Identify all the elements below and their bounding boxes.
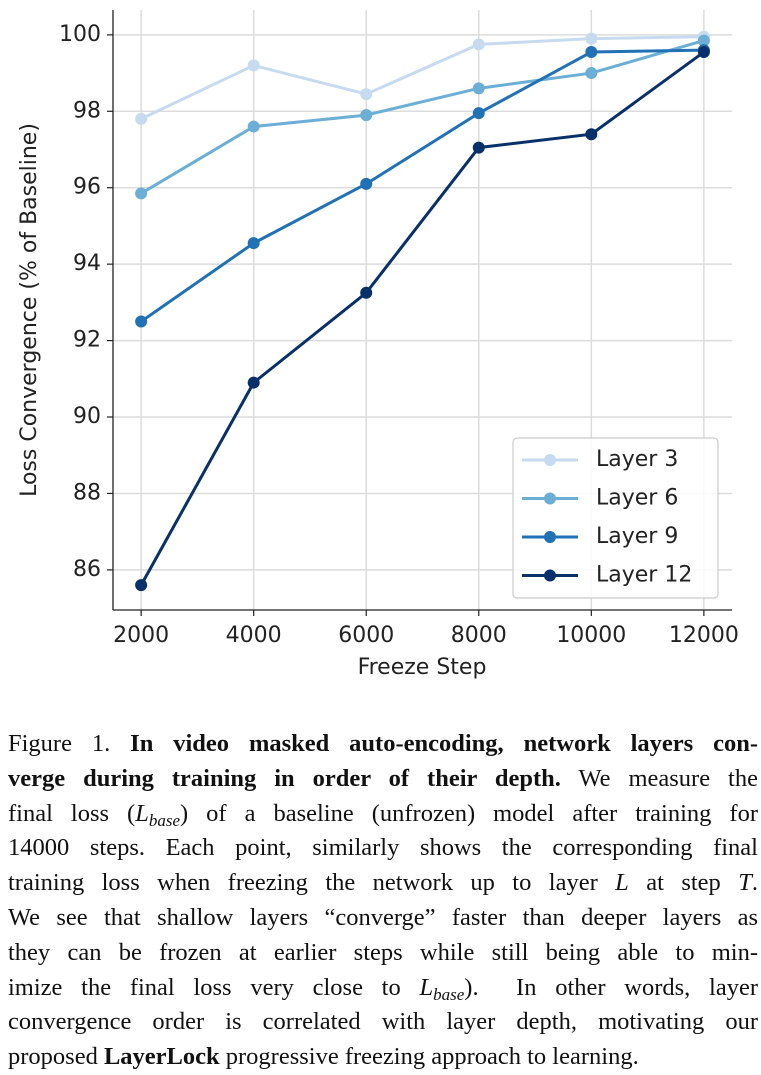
data-point xyxy=(135,315,148,328)
caption-text: base xyxy=(148,810,180,830)
y-tick-label: 96 xyxy=(73,175,101,200)
caption-text: training loss when freezing the network … xyxy=(8,869,616,897)
data-point xyxy=(697,34,710,47)
caption-text: We see that shallow layers “converge” fa… xyxy=(8,903,758,931)
legend-label: Layer 9 xyxy=(596,524,678,549)
y-tick-label: 100 xyxy=(59,22,101,47)
x-tick-label: 4000 xyxy=(226,623,282,648)
caption-text: . xyxy=(751,869,758,897)
caption-line: final loss (Lbase) of a baseline (unfroz… xyxy=(8,797,758,832)
data-point xyxy=(585,32,598,45)
legend-marker xyxy=(544,492,556,505)
legend-marker xyxy=(544,454,556,466)
data-point xyxy=(135,112,148,125)
legend-box xyxy=(512,437,719,599)
data-point xyxy=(360,286,373,299)
y-tick-label: 94 xyxy=(73,251,101,276)
caption-line: We see that shallow layers “converge” fa… xyxy=(8,901,758,936)
caption-line: training loss when freezing the network … xyxy=(8,866,758,901)
caption-line: they can be frozen at earlier steps whil… xyxy=(8,936,758,971)
caption-text: L xyxy=(135,799,149,827)
caption-text: Figure 1. xyxy=(8,730,131,757)
caption-text: 14000 steps. Each point, similarly shows… xyxy=(8,834,758,862)
y-tick-label: 98 xyxy=(73,98,101,123)
caption-text: final loss ( xyxy=(8,799,136,827)
series-line xyxy=(140,39,705,195)
caption-text: progressive freezing approach to learnin… xyxy=(219,1043,639,1071)
caption-line: convergence order is correlated with lay… xyxy=(8,1005,758,1040)
legend: Layer 3 Layer 6 Layer 9 Layer 12 xyxy=(512,437,719,599)
data-point xyxy=(247,59,260,72)
data-point xyxy=(360,177,373,190)
data-point xyxy=(472,82,485,95)
caption-text: base xyxy=(433,984,465,1004)
x-tick-label: 2000 xyxy=(113,623,169,648)
caption-text: verge during training in order of their … xyxy=(8,764,561,792)
data-point xyxy=(135,579,148,592)
x-tick-label: 12000 xyxy=(669,623,739,648)
data-point xyxy=(585,67,598,80)
data-point xyxy=(360,109,373,122)
data-point xyxy=(585,46,598,59)
caption-line: Figure 1. In video masked auto-encoding,… xyxy=(8,727,758,762)
caption-line: 14000 steps. Each point, similarly shows… xyxy=(8,831,758,866)
caption-text: imize the final loss very close to xyxy=(8,973,420,1001)
data-point xyxy=(247,376,260,389)
caption-line: imize the final loss very close to Lbase… xyxy=(8,971,758,1006)
x-tick-label: 10000 xyxy=(556,623,626,648)
data-point xyxy=(472,141,485,154)
caption-text: We measure the xyxy=(560,764,758,792)
caption-text: L xyxy=(615,869,629,897)
series-line xyxy=(140,48,704,323)
legend-label: Layer 3 xyxy=(596,447,678,472)
y-axis-label: Loss Convergence (% of Baseline) xyxy=(17,123,42,497)
caption-text: proposed xyxy=(8,1043,104,1071)
legend-label: Layer 6 xyxy=(596,486,678,511)
caption-text: at step xyxy=(628,869,739,897)
caption-text: ) of a baseline (unfrozen) model after t… xyxy=(180,799,758,827)
caption-text: T xyxy=(738,869,752,897)
y-tick-label: 90 xyxy=(73,404,101,429)
caption-text: LayerLock xyxy=(103,1043,220,1071)
legend-label: Layer 12 xyxy=(596,563,692,588)
data-point xyxy=(585,128,598,141)
data-point xyxy=(247,237,260,250)
caption-text: they can be frozen at earlier steps whil… xyxy=(8,938,758,966)
caption: Figure 1. In video masked auto-encoding,… xyxy=(8,727,758,1075)
y-tick-label: 88 xyxy=(73,480,101,505)
legend-marker xyxy=(544,531,556,543)
series-line xyxy=(140,35,704,121)
caption-text: convergence order is correlated with lay… xyxy=(8,1008,758,1036)
chart: Freeze Step Loss Convergence (% of Basel… xyxy=(17,10,739,680)
y-tick-label: 92 xyxy=(73,328,101,353)
caption-text: In video masked auto-encoding, network l… xyxy=(130,730,759,757)
data-point xyxy=(360,88,373,101)
caption-text: ). In other words, layer xyxy=(464,973,758,1001)
data-point xyxy=(697,46,710,59)
series-line xyxy=(139,50,705,586)
caption-line: proposed LayerLock progressive freezing … xyxy=(8,1040,758,1075)
x-axis-label: Freeze Step xyxy=(358,655,487,680)
x-tick-label: 6000 xyxy=(338,623,394,648)
y-tick-label: 86 xyxy=(73,557,101,582)
data-point xyxy=(247,120,260,133)
data-point xyxy=(472,38,485,51)
data-point xyxy=(135,187,148,200)
x-tick-label: 8000 xyxy=(451,623,507,648)
data-point xyxy=(472,107,485,120)
caption-line: verge during training in order of their … xyxy=(8,762,758,797)
legend-marker xyxy=(544,569,556,582)
caption-text: L xyxy=(419,973,434,1001)
